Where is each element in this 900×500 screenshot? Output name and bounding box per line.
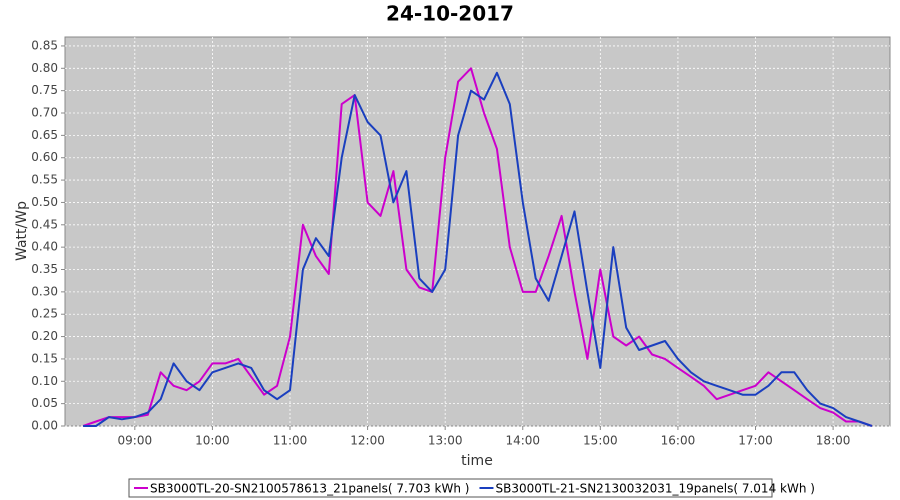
y-tick-label: 0.35: [31, 262, 58, 276]
y-tick-label: 0.60: [31, 150, 58, 164]
series-line: [82, 67, 873, 427]
x-tick-label: 10:00: [195, 434, 230, 448]
chart-title: 24-10-2017: [386, 2, 514, 26]
x-tick-label: 18:00: [816, 434, 851, 448]
x-tick-label: 09:00: [118, 434, 153, 448]
x-tick-label: 15:00: [583, 434, 618, 448]
legend-label: SB3000TL-21-SN2130032031_19panels( 7.014…: [495, 482, 814, 496]
x-tick-label: 13:00: [428, 434, 463, 448]
y-tick-label: 0.00: [31, 419, 58, 433]
x-tick-label: 12:00: [350, 434, 385, 448]
y-tick-label: 0.75: [31, 83, 58, 97]
y-tick-label: 0.80: [31, 61, 58, 75]
y-axis-label: Watt/Wp: [14, 201, 30, 261]
y-tick-label: 0.25: [31, 307, 58, 321]
y-tick-label: 0.65: [31, 128, 58, 142]
series-line: [83, 71, 873, 427]
x-tick-label: 17:00: [738, 434, 773, 448]
x-tick-label: 16:00: [661, 434, 696, 448]
y-tick-label: 0.15: [31, 351, 58, 365]
y-tick-label: 0.05: [31, 396, 58, 410]
y-tick-label: 0.85: [31, 38, 58, 52]
y-tick-label: 0.55: [31, 173, 58, 187]
y-tick-label: 0.20: [31, 329, 58, 343]
y-tick-label: 0.50: [31, 195, 58, 209]
y-tick-label: 0.30: [31, 284, 58, 298]
y-tick-label: 0.70: [31, 106, 58, 120]
y-tick-label: 0.45: [31, 217, 58, 231]
x-axis-label: time: [461, 453, 493, 469]
legend-label: SB3000TL-20-SN2100578613_21panels( 7.703…: [150, 482, 469, 496]
legend-box: [128, 478, 773, 498]
x-tick-label: 14:00: [505, 434, 540, 448]
plot-area: [64, 36, 891, 427]
y-tick-label: 0.40: [31, 240, 58, 254]
y-tick-label: 0.10: [31, 374, 58, 388]
x-tick-label: 11:00: [273, 434, 308, 448]
